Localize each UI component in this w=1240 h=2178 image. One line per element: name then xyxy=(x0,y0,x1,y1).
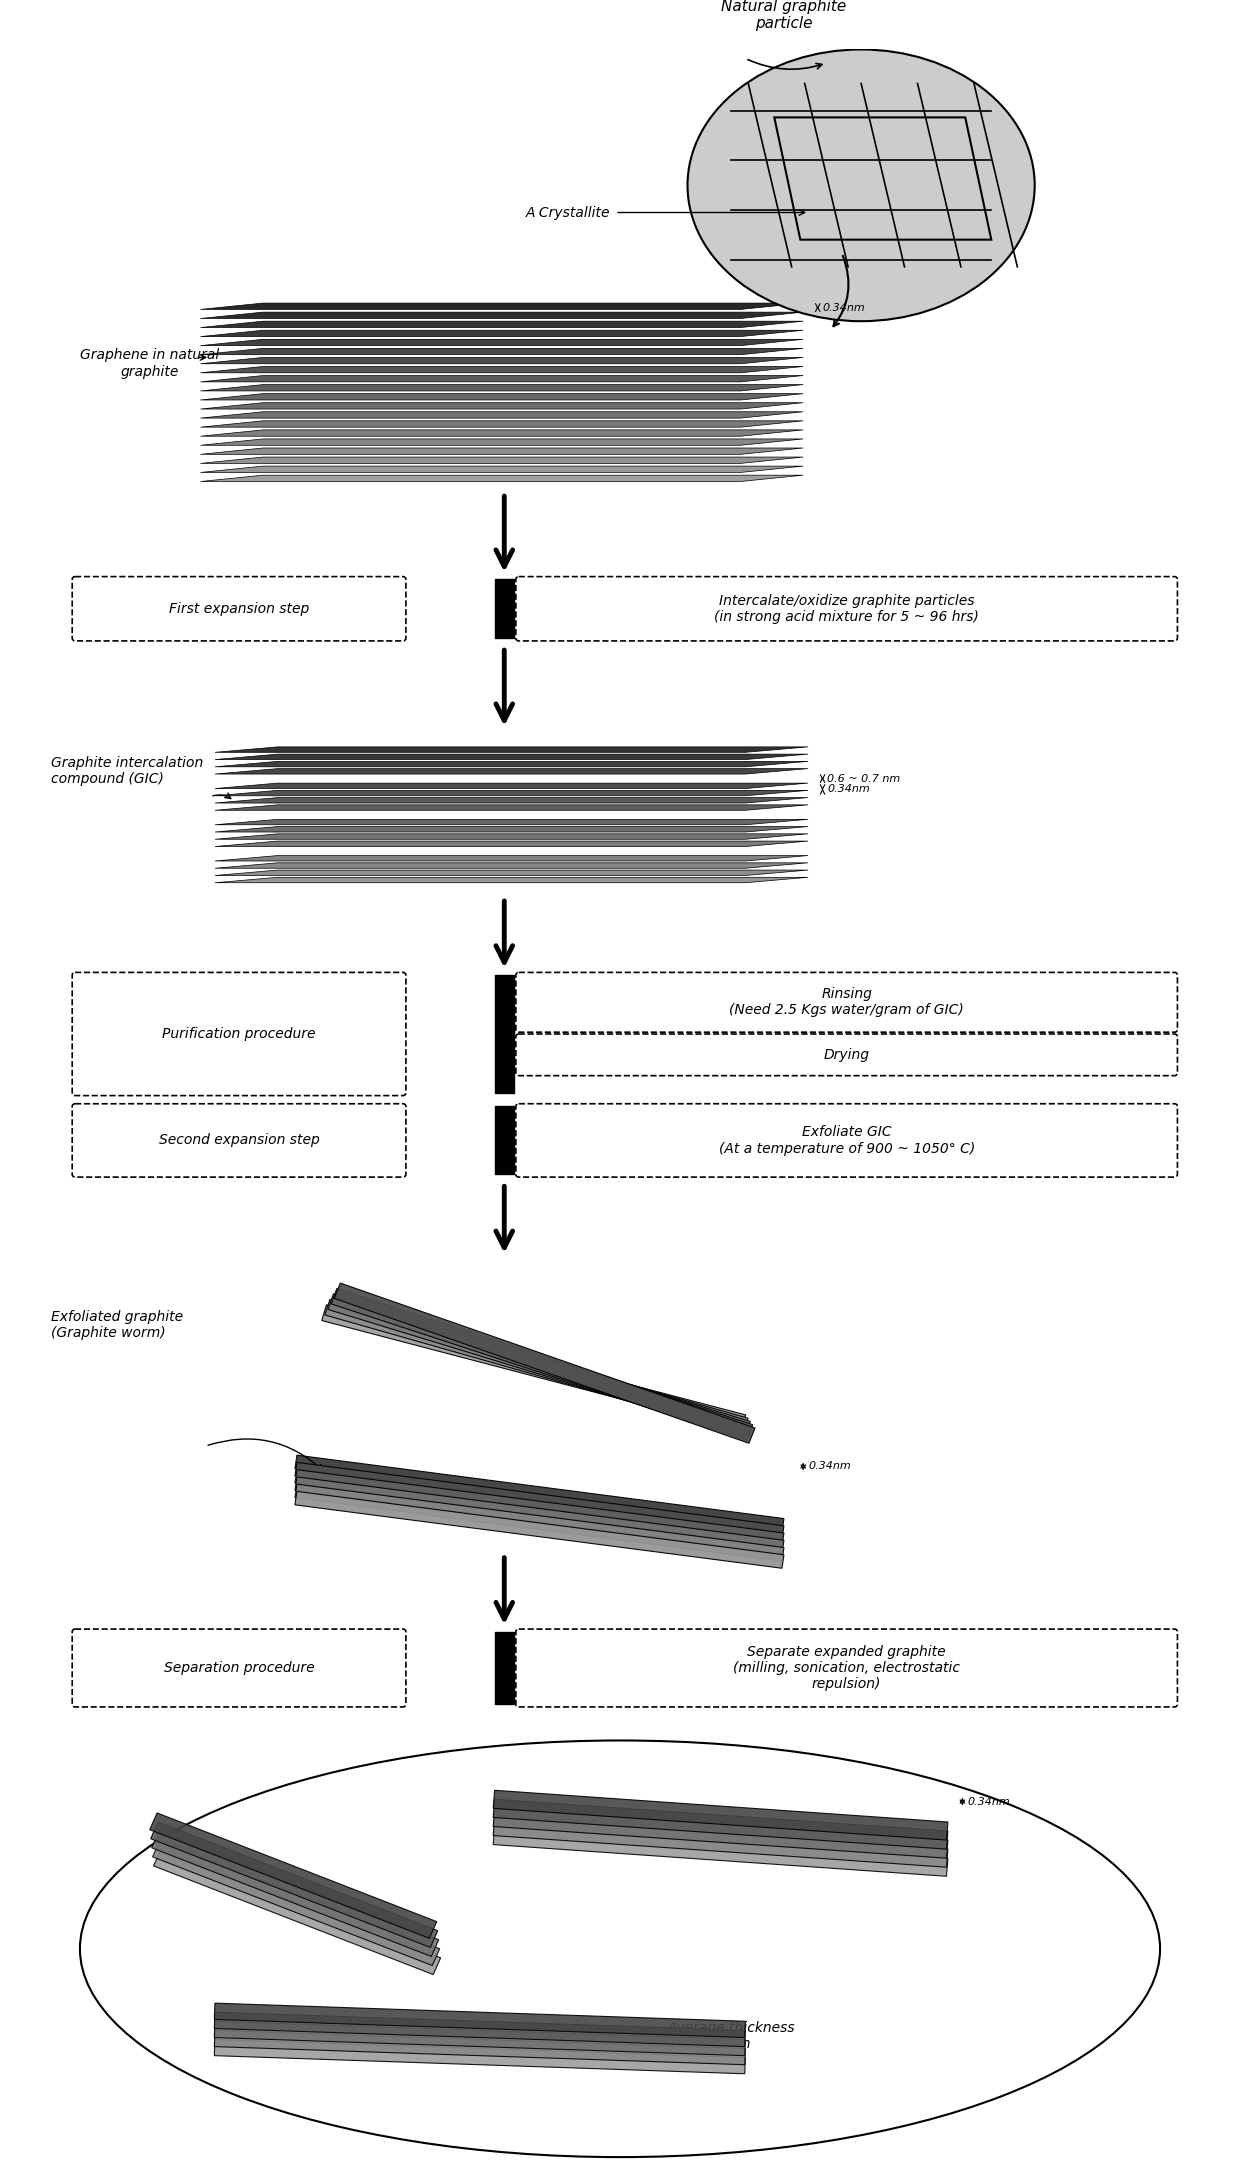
Text: Second expansion step: Second expansion step xyxy=(159,1133,320,1148)
Polygon shape xyxy=(295,1492,784,1568)
Polygon shape xyxy=(325,1300,748,1433)
FancyBboxPatch shape xyxy=(72,1104,405,1176)
Ellipse shape xyxy=(687,50,1034,320)
Polygon shape xyxy=(201,311,804,318)
Polygon shape xyxy=(201,331,804,338)
Polygon shape xyxy=(215,806,808,810)
Polygon shape xyxy=(215,828,808,832)
Polygon shape xyxy=(215,791,808,795)
Text: Rinsing
(Need 2.5 Kgs water/gram of GIC): Rinsing (Need 2.5 Kgs water/gram of GIC) xyxy=(729,987,963,1017)
Polygon shape xyxy=(201,440,804,444)
Polygon shape xyxy=(201,449,804,455)
Text: First expansion step: First expansion step xyxy=(169,601,309,616)
Polygon shape xyxy=(150,1812,436,1938)
Polygon shape xyxy=(215,797,808,804)
Text: Drying: Drying xyxy=(823,1048,869,1063)
Text: Natural graphite
particle: Natural graphite particle xyxy=(722,0,847,30)
Polygon shape xyxy=(215,784,808,788)
Polygon shape xyxy=(215,856,808,860)
Polygon shape xyxy=(331,1289,753,1440)
Polygon shape xyxy=(201,420,804,427)
Polygon shape xyxy=(201,375,804,381)
Polygon shape xyxy=(335,1283,755,1444)
Polygon shape xyxy=(201,320,804,327)
Text: Separation procedure: Separation procedure xyxy=(164,1662,315,1675)
FancyBboxPatch shape xyxy=(72,1629,405,1708)
Polygon shape xyxy=(151,1823,438,1947)
Polygon shape xyxy=(494,1808,947,1858)
Polygon shape xyxy=(201,394,804,401)
Text: Graphene in natural
graphite: Graphene in natural graphite xyxy=(79,348,219,379)
Text: 0.34nm: 0.34nm xyxy=(808,1461,851,1472)
Polygon shape xyxy=(329,1294,750,1437)
Text: 0.6 ~ 0.7 nm: 0.6 ~ 0.7 nm xyxy=(827,773,900,784)
FancyBboxPatch shape xyxy=(516,577,1178,640)
Polygon shape xyxy=(201,340,804,346)
Polygon shape xyxy=(153,1840,440,1965)
Polygon shape xyxy=(201,457,804,464)
FancyBboxPatch shape xyxy=(72,971,405,1096)
Polygon shape xyxy=(201,386,804,390)
Ellipse shape xyxy=(79,1740,1161,2156)
Polygon shape xyxy=(295,1483,784,1562)
Polygon shape xyxy=(215,2012,745,2047)
Polygon shape xyxy=(215,878,808,882)
Polygon shape xyxy=(295,1470,784,1546)
Polygon shape xyxy=(494,1827,947,1875)
Polygon shape xyxy=(215,2021,745,2056)
Polygon shape xyxy=(215,2004,745,2039)
Text: Purification procedure: Purification procedure xyxy=(162,1028,316,1041)
Polygon shape xyxy=(201,429,804,436)
FancyBboxPatch shape xyxy=(72,577,405,640)
Polygon shape xyxy=(215,769,808,773)
Polygon shape xyxy=(295,1461,784,1540)
Polygon shape xyxy=(151,1832,439,1956)
Polygon shape xyxy=(201,466,804,473)
FancyBboxPatch shape xyxy=(516,1104,1178,1176)
Polygon shape xyxy=(201,357,804,364)
Text: 0.34nm: 0.34nm xyxy=(822,303,866,314)
FancyBboxPatch shape xyxy=(516,1629,1178,1708)
Polygon shape xyxy=(201,475,804,481)
Polygon shape xyxy=(215,754,808,760)
Text: Separate expanded graphite
(milling, sonication, electrostatic
repulsion): Separate expanded graphite (milling, son… xyxy=(733,1644,960,1690)
Polygon shape xyxy=(215,2039,745,2073)
Text: Exfoliated graphite
(Graphite worm): Exfoliated graphite (Graphite worm) xyxy=(51,1311,184,1339)
Text: A Crystallite: A Crystallite xyxy=(526,205,610,220)
Text: Average thickness
10 ~ 80 nm: Average thickness 10 ~ 80 nm xyxy=(668,2021,796,2052)
Polygon shape xyxy=(215,762,808,767)
Text: 0.34nm: 0.34nm xyxy=(967,1797,1009,1806)
FancyBboxPatch shape xyxy=(516,1035,1178,1076)
Polygon shape xyxy=(321,1305,745,1431)
Polygon shape xyxy=(295,1477,784,1553)
Polygon shape xyxy=(215,862,808,869)
Polygon shape xyxy=(201,303,804,309)
FancyBboxPatch shape xyxy=(516,971,1178,1032)
Polygon shape xyxy=(295,1455,784,1531)
Polygon shape xyxy=(215,869,808,876)
Polygon shape xyxy=(215,747,808,751)
Polygon shape xyxy=(154,1849,440,1975)
Polygon shape xyxy=(215,2030,745,2065)
Text: Exfoliate GIC
(At a temperature of 900 ~ 1050° C): Exfoliate GIC (At a temperature of 900 ~… xyxy=(718,1126,975,1157)
Polygon shape xyxy=(494,1799,947,1849)
Polygon shape xyxy=(215,834,808,839)
Polygon shape xyxy=(494,1816,947,1867)
Polygon shape xyxy=(201,403,804,409)
Text: Graphite intercalation
compound (GIC): Graphite intercalation compound (GIC) xyxy=(51,756,203,786)
Polygon shape xyxy=(201,412,804,418)
Polygon shape xyxy=(201,366,804,372)
Text: 0.34nm: 0.34nm xyxy=(827,784,870,795)
Polygon shape xyxy=(201,348,804,355)
Polygon shape xyxy=(215,819,808,825)
Text: Intercalate/oxidize graphite particles
(in strong acid mixture for 5 ~ 96 hrs): Intercalate/oxidize graphite particles (… xyxy=(714,595,980,623)
Polygon shape xyxy=(494,1790,947,1840)
Polygon shape xyxy=(215,841,808,847)
